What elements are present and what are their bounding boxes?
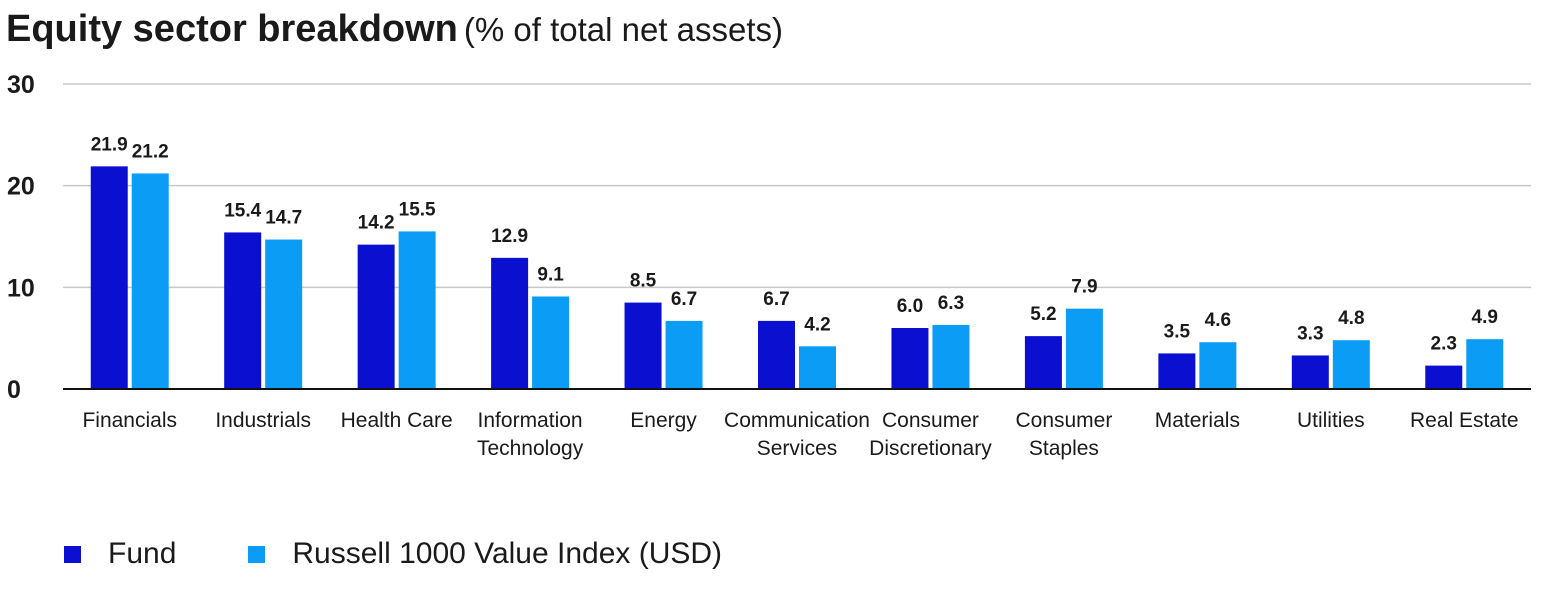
x-category-label: Information [478, 409, 583, 432]
bar-fund [1291, 355, 1329, 389]
bar-fund [224, 232, 262, 389]
legend-label-index: Russell 1000 Value Index (USD) [292, 537, 723, 570]
x-category-label: Staples [1029, 437, 1099, 460]
legend-item-index: Russell 1000 Value Index (USD) [248, 537, 722, 571]
bar-index [131, 173, 169, 389]
data-label-index: 4.6 [1205, 310, 1231, 331]
x-category-label: Consumer [882, 409, 979, 432]
bar-index [799, 346, 836, 389]
bar-index [1199, 342, 1237, 389]
y-tick-label: 30 [7, 71, 35, 99]
data-label-fund: 21.9 [91, 134, 128, 155]
legend-label-fund: Fund [108, 537, 177, 570]
bar-fund [1024, 336, 1062, 389]
y-tick-label: 20 [7, 173, 35, 201]
x-category-label: Utilities [1297, 409, 1365, 432]
bar-fund [1425, 365, 1463, 389]
bar-chart: 0 10 20 30 21.9 21.2 Financials 15.4 14.7 Industr… [7, 71, 1531, 460]
data-label-fund: 6.7 [763, 289, 789, 310]
chart-title: Equity sector breakdown [6, 8, 458, 50]
bar-index [265, 239, 303, 389]
bar-index [398, 231, 436, 389]
data-label-index: 4.2 [804, 314, 830, 335]
bar-fund [1158, 353, 1196, 389]
bar-fund [891, 328, 929, 389]
y-tick-label: 0 [7, 376, 21, 404]
data-label-index: 4.8 [1338, 308, 1364, 329]
x-category-label: Financials [82, 409, 177, 432]
data-label-fund: 3.3 [1297, 323, 1323, 344]
data-label-index: 6.3 [938, 293, 964, 314]
legend-item-fund: Fund [64, 537, 176, 571]
x-category-label: Technology [477, 437, 584, 460]
chart-subtitle: (% of total net assets) [463, 11, 784, 48]
bar-index [1065, 308, 1103, 389]
legend-swatch-index [248, 545, 266, 563]
data-label-fund: 15.4 [224, 200, 261, 221]
bar-index [932, 324, 970, 389]
bar-fund [624, 302, 662, 389]
data-label-fund: 5.2 [1030, 304, 1056, 325]
chart-legend: Fund Russell 1000 Value Index (USD) [64, 537, 794, 571]
bar-index [532, 296, 570, 389]
x-category-label: Communication [724, 409, 870, 432]
bar-fund [90, 166, 128, 389]
data-label-index: 4.9 [1472, 307, 1498, 328]
data-label-fund: 2.3 [1431, 334, 1457, 355]
bar-fund [357, 244, 395, 389]
bar-fund [491, 257, 529, 389]
bar-fund [758, 320, 795, 389]
x-category-label: Industrials [215, 409, 311, 432]
data-label-index: 14.7 [265, 208, 302, 229]
x-category-label: Consumer [1015, 409, 1112, 432]
bar-index [665, 320, 703, 389]
x-category-label: Energy [630, 409, 697, 432]
data-label-index: 6.7 [671, 289, 697, 310]
bar-index [1466, 339, 1504, 389]
data-label-fund: 14.2 [358, 213, 395, 234]
chart-title-row: Equity sector breakdown (% of total net a… [6, 8, 783, 51]
y-tick-label: 10 [7, 274, 35, 302]
x-category-label: Health Care [341, 409, 453, 432]
data-label-index: 21.2 [132, 141, 169, 162]
x-category-label: Services [757, 437, 838, 460]
data-label-index: 7.9 [1071, 277, 1097, 298]
legend-swatch-fund [64, 545, 81, 563]
data-label-index: 9.1 [537, 264, 564, 285]
x-category-label: Materials [1155, 409, 1240, 432]
x-category-label: Real Estate [1410, 409, 1519, 432]
data-label-fund: 12.9 [491, 226, 528, 247]
bar-index [1332, 340, 1370, 389]
x-category-label: Discretionary [869, 437, 992, 460]
data-label-index: 15.5 [399, 199, 436, 220]
data-label-fund: 3.5 [1164, 321, 1191, 342]
data-label-fund: 8.5 [630, 271, 657, 292]
data-label-fund: 6.0 [897, 296, 923, 317]
